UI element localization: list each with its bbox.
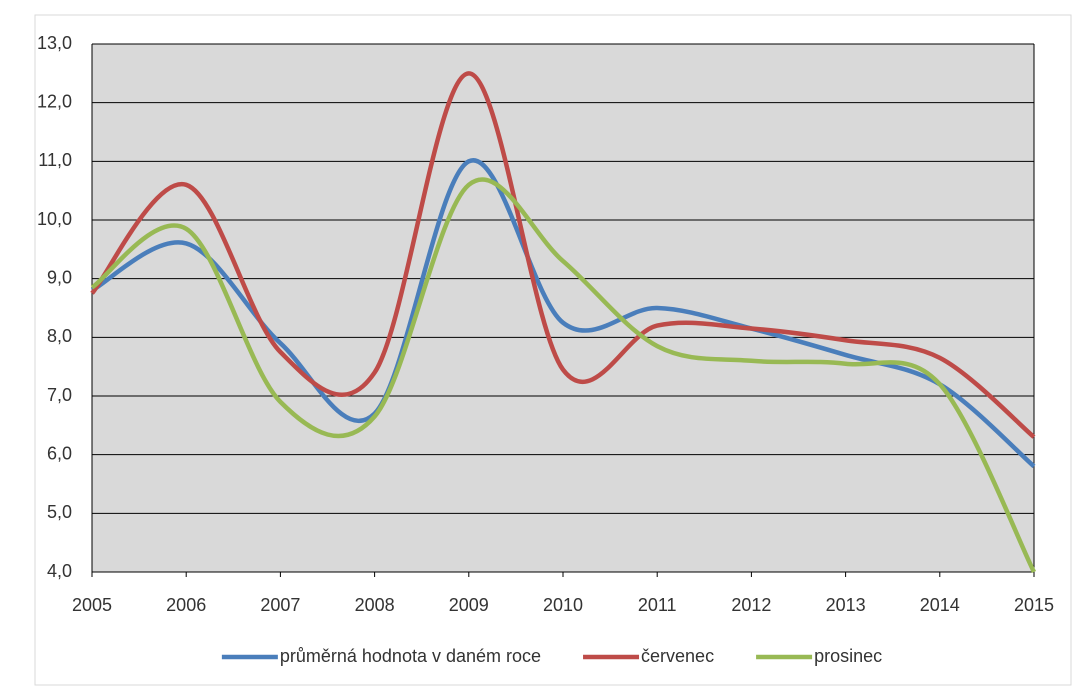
x-tick-label: 2014	[920, 595, 960, 615]
x-tick-label: 2012	[731, 595, 771, 615]
x-tick-label: 2006	[166, 595, 206, 615]
y-tick-label: 8,0	[47, 326, 72, 346]
x-tick-label: 2011	[638, 595, 677, 615]
series-line	[90, 71, 1036, 439]
y-tick-label: 13,0	[37, 33, 72, 53]
y-tick-label: 6,0	[47, 443, 72, 463]
legend-label: červenec	[641, 646, 714, 666]
y-tick-label: 5,0	[47, 502, 72, 522]
legend: průměrná hodnota v daném roce červenec pro…	[221, 646, 882, 666]
series-line	[90, 177, 1037, 574]
x-tick-label: 2010	[543, 595, 583, 615]
x-tick-label: 2005	[72, 595, 112, 615]
x-tick-label: 2015	[1014, 595, 1054, 615]
y-tick-label: 12,0	[37, 91, 72, 111]
x-tick-label: 2013	[826, 595, 866, 615]
y-tick-label: 11,0	[38, 150, 72, 170]
legend-label: prosinec	[814, 646, 882, 666]
x-tick-label: 2007	[260, 595, 300, 615]
y-tick-label: 9,0	[47, 267, 72, 287]
x-tick-label: 2008	[355, 595, 395, 615]
x-tick-label: 2009	[449, 595, 489, 615]
y-tick-label: 4,0	[47, 561, 72, 581]
y-tick-label: 7,0	[47, 385, 72, 405]
legend-label: průměrná hodnota v daném roce	[280, 646, 541, 666]
y-tick-label: 10,0	[37, 209, 72, 229]
